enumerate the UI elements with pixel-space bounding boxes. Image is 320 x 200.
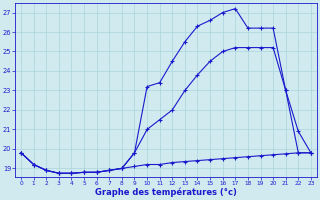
X-axis label: Graphe des températures (°c): Graphe des températures (°c) [95,188,237,197]
